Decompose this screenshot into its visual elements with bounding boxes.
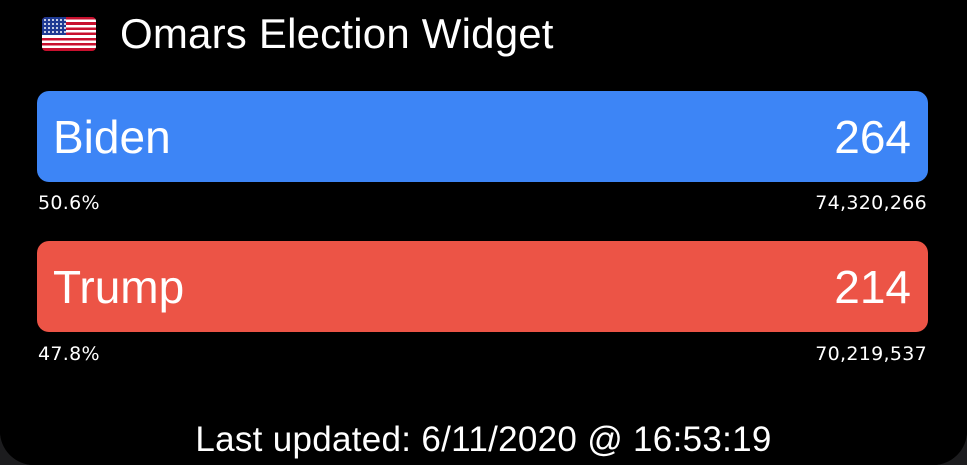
candidate-name: Biden	[53, 110, 171, 163]
electoral-votes: 264	[834, 110, 911, 163]
candidate-stats-biden: 50.6% 74,320,266	[38, 191, 927, 215]
electoral-votes: 214	[834, 260, 911, 313]
popular-votes: 70,219,537	[815, 343, 927, 365]
candidate-name: Trump	[53, 260, 185, 313]
last-updated-text: Last updated: 6/11/2020 @ 16:53:19	[195, 420, 772, 459]
popular-votes: 74,320,266	[815, 192, 927, 214]
vote-percentage: 47.8%	[38, 343, 100, 365]
widget-header: Omars Election Widget	[42, 8, 554, 60]
candidate-stats-trump: 47.8% 70,219,537	[38, 342, 927, 366]
widget-title: Omars Election Widget	[120, 10, 554, 57]
us-flag-icon	[42, 17, 96, 51]
flag-canton	[42, 17, 66, 35]
candidate-bar-trump: Trump 214	[37, 241, 928, 332]
vote-percentage: 50.6%	[38, 192, 100, 214]
candidate-bar-biden: Biden 264	[37, 91, 928, 182]
